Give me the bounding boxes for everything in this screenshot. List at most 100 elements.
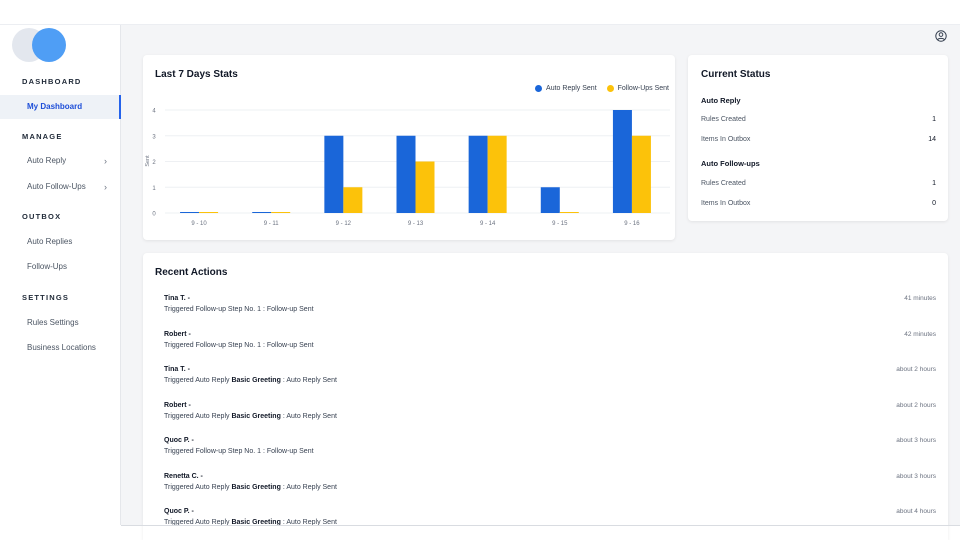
- recent-action-item[interactable]: Tina T. - Triggered Auto Reply Basic Gree…: [164, 366, 936, 396]
- action-timestamp: about 2 hours: [896, 366, 936, 373]
- app-logo[interactable]: [12, 28, 68, 62]
- x-tick-label: 9 - 14: [480, 221, 496, 227]
- action-description-text: Triggered Follow-up Step No. 1 : Follow-…: [164, 306, 314, 313]
- action-contact-name: Robert -: [164, 330, 191, 338]
- bar-followups: [631, 135, 651, 213]
- status-row: Rules Created 1: [701, 116, 936, 123]
- bar-auto-reply: [612, 110, 632, 213]
- bar-followups: [271, 212, 291, 213]
- bar-followups: [487, 135, 507, 213]
- recent-action-item[interactable]: Quoc P. - Triggered Auto Reply Basic Gree…: [164, 508, 936, 538]
- action-description: Triggered Follow-up Step No. 1 : Follow-…: [164, 448, 314, 455]
- recent-action-item[interactable]: Tina T. - Triggered Follow-up Step No. 1 …: [164, 295, 936, 325]
- stats-title: Last 7 Days Stats: [155, 69, 238, 80]
- action-rule-name: Basic Greeting: [231, 519, 281, 526]
- sidebar-item-rules-settings[interactable]: Rules Settings: [27, 318, 79, 327]
- recent-action-item[interactable]: Renetta C. - Triggered Auto Reply Basic G…: [164, 473, 936, 503]
- sidebar-item-auto-replies[interactable]: Auto Replies: [27, 237, 73, 246]
- bar-auto-reply: [180, 212, 200, 213]
- action-description-suffix: : Auto Reply Sent: [280, 377, 337, 384]
- bar-auto-reply: [540, 187, 560, 213]
- bar-followups: [199, 212, 219, 213]
- action-contact-name: Robert -: [164, 401, 191, 409]
- action-description-text: Triggered Auto Reply: [164, 377, 232, 384]
- sidebar-item-label: Auto Follow-Ups: [27, 182, 86, 191]
- action-timestamp: 42 minutes: [904, 330, 936, 338]
- bar-followups: [415, 161, 435, 213]
- action-contact-name: Renetta C. -: [164, 472, 203, 480]
- legend-item-followups[interactable]: Follow-Ups Sent: [606, 85, 669, 92]
- y-tick-label: 4: [152, 109, 156, 115]
- status-value: 14: [928, 136, 936, 143]
- x-tick-label: 9 - 15: [552, 221, 568, 227]
- action-description-suffix: : Auto Reply Sent: [280, 483, 337, 491]
- action-timestamp: 41 minutes: [904, 295, 936, 302]
- legend-label: Auto Reply Sent: [546, 85, 597, 92]
- action-description-text: Triggered Auto Reply: [164, 412, 232, 420]
- sidebar-item-followups[interactable]: Follow-Ups: [27, 262, 68, 271]
- section-outbox: OUTBOX: [22, 212, 62, 221]
- section-dashboard: DASHBOARD: [22, 77, 82, 86]
- bar-chart: 0 1 2 3 4 Sent 9 - 10 9 - 11 9 - 12 9 - 13 9 - 14 9…: [145, 109, 670, 227]
- top-bar: [0, 0, 960, 25]
- action-description-text: Triggered Auto Reply: [164, 483, 232, 491]
- action-description: Triggered Auto Reply Basic Greeting : Au…: [164, 377, 337, 384]
- bar-auto-reply: [324, 135, 344, 213]
- status-label: Items In Outbox: [701, 136, 751, 143]
- status-auto-reply-heading: Auto Reply: [701, 96, 741, 105]
- recent-action-item[interactable]: Robert - Triggered Auto Reply Basic Greet…: [164, 402, 936, 432]
- x-tick-label: 9 - 11: [264, 221, 280, 227]
- legend-label: Follow-Ups Sent: [617, 85, 669, 92]
- chevron-right-icon: ›: [104, 156, 107, 166]
- bar-auto-reply: [252, 212, 272, 213]
- recent-action-item[interactable]: Robert - Triggered Follow-up Step No. 1 :…: [164, 331, 936, 361]
- status-value: 0: [932, 200, 936, 207]
- action-description-text: Triggered Follow-up Step No. 1 : Follow-…: [164, 341, 314, 349]
- user-circle-icon[interactable]: [935, 30, 947, 42]
- action-description: Triggered Follow-up Step No. 1 : Follow-…: [164, 306, 314, 313]
- section-settings: SETTINGS: [22, 293, 70, 302]
- action-timestamp: about 4 hours: [896, 508, 936, 515]
- x-tick-label: 9 - 13: [408, 221, 424, 227]
- status-row: Items In Outbox 0: [701, 200, 936, 207]
- action-timestamp: about 2 hours: [896, 401, 936, 409]
- legend-dot-icon: [606, 85, 614, 92]
- divider: [121, 525, 960, 526]
- sidebar-item-business-locations[interactable]: Business Locations: [27, 343, 96, 352]
- chevron-right-icon: ›: [104, 182, 107, 192]
- action-contact-name: Tina T. -: [164, 366, 190, 373]
- action-description: Triggered Follow-up Step No. 1 : Follow-…: [164, 342, 314, 349]
- sidebar-item-my-dashboard[interactable]: My Dashboard: [0, 95, 121, 119]
- sidebar: DASHBOARD My Dashboard MANAGE Auto Reply…: [0, 25, 121, 525]
- x-tick-label: 9 - 12: [336, 221, 352, 227]
- sidebar-item-auto-reply[interactable]: Auto Reply ›: [0, 149, 121, 173]
- action-description-text: Triggered Follow-up Step No. 1 : Follow-…: [164, 448, 314, 455]
- status-row: Rules Created 1: [701, 180, 936, 187]
- status-value: 1: [932, 180, 936, 187]
- x-tick-label: 9 - 16: [624, 221, 640, 227]
- action-description-suffix: : Auto Reply Sent: [280, 412, 337, 420]
- legend-item-auto-reply[interactable]: Auto Reply Sent: [535, 85, 597, 92]
- action-contact-name: Tina T. -: [164, 295, 190, 302]
- chart-legend: Auto Reply Sent Follow-Ups Sent: [535, 85, 669, 92]
- status-label: Rules Created: [701, 116, 746, 123]
- status-auto-followups-heading: Auto Follow-ups: [701, 159, 760, 168]
- bar-followups: [559, 212, 579, 213]
- status-value: 1: [932, 116, 936, 123]
- logo-circle-blue: [32, 28, 66, 62]
- section-manage: MANAGE: [22, 132, 63, 141]
- bar-auto-reply: [468, 135, 488, 213]
- action-description: Triggered Auto Reply Basic Greeting : Au…: [164, 484, 337, 491]
- recent-title: Recent Actions: [155, 267, 228, 278]
- action-rule-name: Basic Greeting: [231, 377, 281, 384]
- x-tick-label: 9 - 10: [191, 221, 207, 227]
- sidebar-item-auto-followups[interactable]: Auto Follow-Ups ›: [0, 175, 121, 199]
- sidebar-item-label: Auto Reply: [27, 156, 67, 165]
- stats-card: Last 7 Days Stats Auto Reply Sent Follow…: [143, 55, 675, 240]
- status-card: Current Status Auto Reply Rules Created …: [688, 55, 948, 221]
- y-axis-label: Sent: [145, 155, 151, 167]
- action-description-text: Triggered Auto Reply: [164, 519, 232, 526]
- recent-action-item[interactable]: Quoc P. - Triggered Follow-up Step No. 1 …: [164, 437, 936, 467]
- action-contact-name: Quoc P. -: [164, 508, 194, 515]
- status-label: Items In Outbox: [701, 200, 751, 207]
